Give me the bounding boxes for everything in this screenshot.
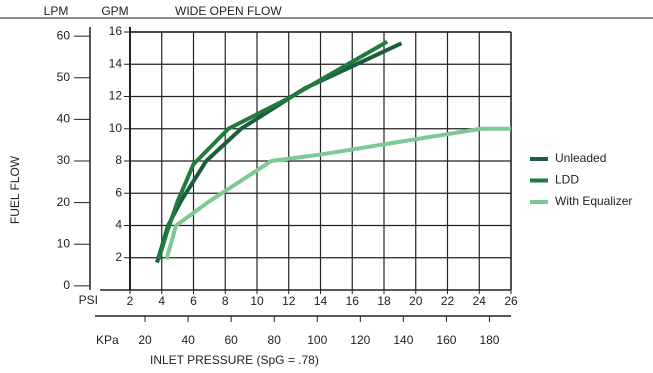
legend-label: LDD [555, 173, 579, 187]
x-axis-label: INLET PRESSURE (SpG = .78) [150, 353, 319, 367]
x-tick-label: 10 [250, 294, 264, 308]
legend-label: Unleaded [555, 151, 606, 165]
x2-tick-label: 60 [224, 333, 238, 347]
x-unit: PSI [79, 293, 98, 307]
y2-tick-label: 10 [57, 236, 71, 250]
x-tick-label: 8 [222, 294, 229, 308]
y-tick-label: 4 [115, 218, 122, 232]
y2-unit: LPM [44, 4, 69, 18]
x-tick-label: 24 [473, 294, 487, 308]
series-line [164, 126, 511, 260]
x2-tick-label: 80 [268, 333, 282, 347]
y2-tick-label: 50 [57, 70, 71, 84]
y-tick-label: 8 [115, 153, 122, 167]
y-unit: GPM [101, 4, 128, 18]
y-axis-label: FUEL FLOW [8, 155, 22, 224]
series-line [156, 39, 389, 260]
x-tick-label: 4 [158, 294, 165, 308]
x-tick-label: 6 [190, 294, 197, 308]
x-tick-label: 20 [409, 294, 423, 308]
x-tick-label: 26 [504, 294, 518, 308]
x2-tick-label: 180 [479, 333, 499, 347]
y-tick-label: 6 [115, 185, 122, 199]
x-tick-label: 2 [127, 294, 134, 308]
x-tick-label: 18 [377, 294, 391, 308]
x-tick-label: 22 [441, 294, 455, 308]
x2-tick-label: 20 [138, 333, 152, 347]
y-tick-label: 2 [115, 250, 122, 264]
y2-tick-label: 60 [57, 28, 71, 42]
y-tick-label: 12 [109, 89, 123, 103]
x-tick-label: 16 [346, 294, 360, 308]
legend-label: With Equalizer [555, 194, 632, 208]
x2-unit: KPa [96, 333, 119, 347]
y-tick-label: 10 [109, 121, 123, 135]
x2-tick-label: 100 [307, 333, 327, 347]
y2-tick-label: 30 [57, 153, 71, 167]
x-tick-label: 12 [282, 294, 296, 308]
x2-tick-label: 120 [350, 333, 370, 347]
y2-tick-label: 20 [57, 195, 71, 209]
chart-title: WIDE OPEN FLOW [175, 4, 282, 18]
y-tick-label: 14 [109, 56, 123, 70]
y2-tick-label: 40 [57, 112, 71, 126]
y2-tick-label: 0 [63, 278, 70, 292]
y-tick-label: 16 [109, 24, 123, 38]
x2-tick-label: 160 [436, 333, 456, 347]
x2-tick-label: 140 [393, 333, 413, 347]
x2-tick-label: 40 [181, 333, 195, 347]
x-tick-label: 14 [314, 294, 328, 308]
